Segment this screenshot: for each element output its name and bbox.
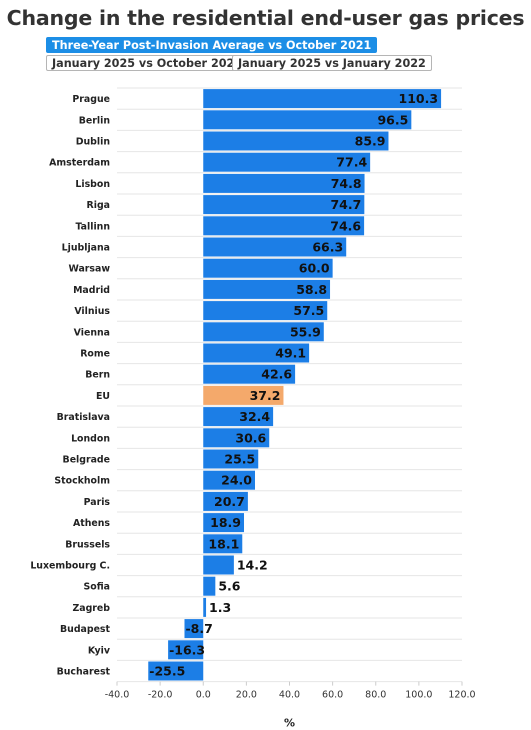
x-axis-label: % <box>284 717 295 730</box>
value-label: 58.8 <box>296 282 327 297</box>
value-label: 60.0 <box>299 261 330 276</box>
chart-title: Change in the residential end-user gas p… <box>6 6 525 30</box>
category-label: Bratislava <box>57 412 110 423</box>
category-label: Sofia <box>84 582 110 593</box>
bar <box>203 428 270 448</box>
value-label: 96.5 <box>377 112 408 127</box>
value-label: 25.5 <box>224 452 255 467</box>
bar <box>203 534 243 554</box>
value-label: 55.9 <box>290 324 321 339</box>
x-tick-label: 120.0 <box>448 690 475 701</box>
category-label: Luxembourg C. <box>30 561 110 572</box>
category-label: Rome <box>80 349 110 360</box>
category-label: Brussels <box>65 539 110 550</box>
bar <box>203 237 347 257</box>
bar <box>184 619 204 639</box>
category-label: Vienna <box>74 327 110 338</box>
value-label: 18.1 <box>208 536 239 551</box>
bar <box>203 173 365 193</box>
x-tick-label: -20.0 <box>148 690 173 701</box>
value-label: 42.6 <box>261 367 292 382</box>
category-label: Budapest <box>60 624 111 635</box>
bar <box>203 491 248 511</box>
value-label: -16.3 <box>169 642 205 657</box>
bar <box>203 131 389 151</box>
category-label: London <box>71 433 110 444</box>
bar <box>203 407 274 427</box>
value-label: 74.8 <box>331 176 362 191</box>
category-label: Riga <box>87 200 110 211</box>
category-label: Warsaw <box>68 264 110 275</box>
bar <box>203 110 412 130</box>
bar <box>203 597 207 617</box>
tab-post-invasion-average[interactable]: Three-Year Post-Invasion Average vs Octo… <box>46 37 378 53</box>
category-label: Prague <box>72 94 110 105</box>
bar <box>203 555 234 575</box>
bar <box>203 576 216 596</box>
bar <box>203 364 296 384</box>
value-label: 74.6 <box>330 218 361 233</box>
tab-jan2025-vs-oct2021[interactable]: January 2025 vs October 2021 <box>46 55 249 71</box>
bar <box>203 343 310 363</box>
x-tick-label: 80.0 <box>365 690 386 701</box>
bar <box>203 152 371 172</box>
value-label: 24.0 <box>221 473 252 488</box>
category-label: Bucharest <box>57 667 111 678</box>
x-tick-label: 40.0 <box>279 690 300 701</box>
value-label: 32.4 <box>239 409 270 424</box>
value-label: 49.1 <box>275 346 306 361</box>
x-tick-label: 20.0 <box>236 690 257 701</box>
category-label: Vilnius <box>74 306 110 317</box>
bar <box>203 216 365 236</box>
bar <box>203 279 331 299</box>
category-label: Kyiv <box>88 645 110 656</box>
category-label: Zagreb <box>72 603 110 614</box>
category-label: Athens <box>73 518 110 529</box>
x-tick-label: 0.0 <box>196 690 211 701</box>
value-label: 20.7 <box>214 494 245 509</box>
category-label: Berlin <box>79 115 110 126</box>
value-label: 14.2 <box>237 558 268 573</box>
bar <box>203 258 333 278</box>
value-label: 85.9 <box>355 134 386 149</box>
value-label: 57.5 <box>293 303 324 318</box>
value-label: -25.5 <box>149 664 185 679</box>
bar <box>203 322 324 342</box>
value-label: -8.7 <box>185 621 212 636</box>
category-label: EU <box>96 391 110 402</box>
value-label: 30.6 <box>235 430 266 445</box>
value-label: 74.7 <box>330 197 361 212</box>
x-tick-label: -40.0 <box>105 690 130 701</box>
value-label: 18.9 <box>210 515 241 530</box>
value-label: 66.3 <box>312 240 343 255</box>
bar <box>203 195 365 215</box>
bar <box>203 513 245 533</box>
bar <box>203 89 442 109</box>
value-label: 5.6 <box>218 579 240 594</box>
bar <box>148 661 204 681</box>
bar <box>203 449 259 469</box>
x-tick-label: 60.0 <box>322 690 343 701</box>
category-label: Lisbon <box>75 179 110 190</box>
category-label: Belgrade <box>63 455 110 466</box>
value-label: 1.3 <box>209 600 231 615</box>
category-label: Bern <box>85 370 110 381</box>
value-label: 37.2 <box>250 388 281 403</box>
tab-jan2025-vs-jan2022[interactable]: January 2025 vs January 2022 <box>232 55 432 71</box>
x-tick-label: 100.0 <box>405 690 432 701</box>
category-label: Madrid <box>73 285 110 296</box>
bar <box>203 470 255 490</box>
category-label: Ljubljana <box>62 243 110 254</box>
bar <box>203 385 284 405</box>
category-label: Amsterdam <box>49 158 110 169</box>
category-label: Stockholm <box>54 476 110 487</box>
value-label: 77.4 <box>336 155 367 170</box>
category-label: Dublin <box>76 137 110 148</box>
category-label: Paris <box>84 497 111 508</box>
category-label: Tallinn <box>76 221 111 232</box>
bar <box>168 640 204 660</box>
bar <box>203 301 328 321</box>
value-label: 110.3 <box>399 91 439 106</box>
